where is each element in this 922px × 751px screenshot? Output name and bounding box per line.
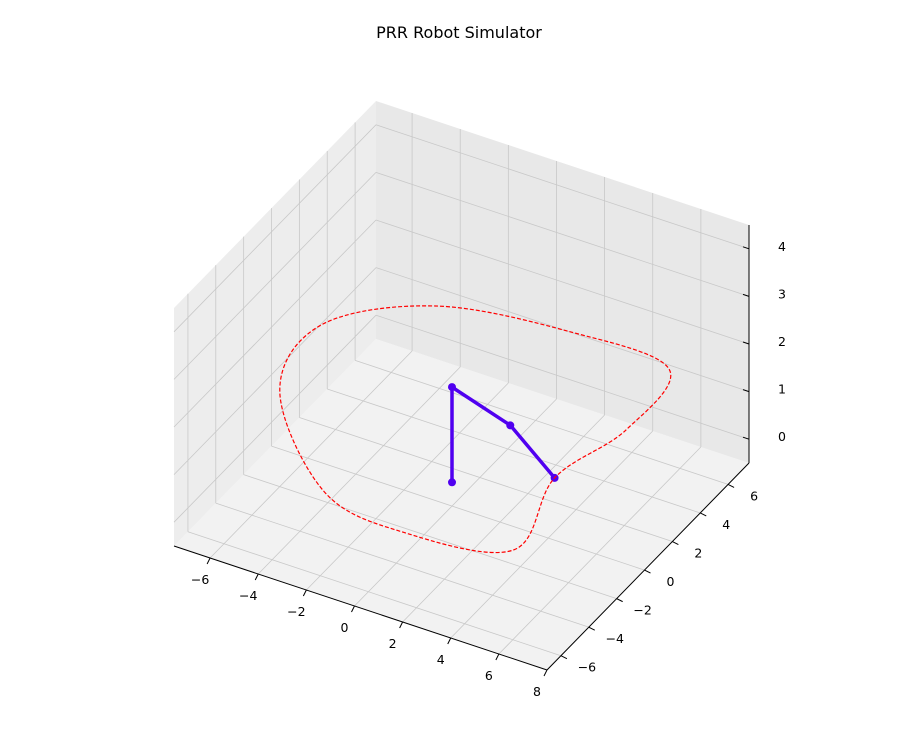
x-tick — [543, 669, 548, 677]
grid-line-x-floor — [354, 398, 557, 607]
grid-line-y-floor — [187, 531, 562, 657]
z-tick — [742, 246, 750, 250]
grid-line-y-floor — [354, 360, 729, 485]
robot-joint — [448, 383, 457, 392]
grid-line-z-back — [173, 219, 377, 428]
z-tick-label: 2 — [778, 334, 786, 349]
x-tick — [447, 637, 452, 645]
grid-line-y-floor — [215, 502, 589, 628]
tick-labels: −6 −4 −2 0 2 4 6 8 −6 −4 −2 0 2 4 6 0 1 2 3 4 — [191, 239, 786, 699]
grid-line-y-floor — [327, 388, 701, 514]
y-tick-label: 0 — [667, 574, 675, 589]
y-tick — [588, 626, 596, 631]
z-tick-label: 0 — [778, 429, 786, 444]
tick-marks — [206, 246, 750, 677]
y-tick-label: −4 — [606, 631, 624, 646]
grid-line-x-floor — [450, 430, 654, 639]
y-tick-label: 4 — [722, 517, 730, 532]
grid-line-x-floor — [402, 414, 605, 623]
z-tick — [742, 293, 750, 297]
y-tick — [644, 569, 651, 574]
grid-lines — [173, 113, 750, 671]
grid-line-x-floor — [498, 446, 702, 655]
x-tick-label: 8 — [533, 684, 541, 699]
plot-area — [279, 305, 672, 554]
y-tick — [727, 483, 735, 488]
y-tick — [560, 655, 568, 660]
y-axis-line — [546, 462, 750, 671]
grid-line-z-side — [375, 124, 750, 250]
z-tick-label: 4 — [778, 239, 786, 254]
z-tick — [742, 341, 750, 345]
y-tick — [700, 512, 707, 517]
grid-line-z-side — [375, 172, 750, 297]
robot-arm-links — [450, 385, 556, 483]
z-tick — [742, 389, 750, 393]
y-tick — [672, 541, 679, 545]
y-tick — [616, 598, 623, 603]
grid-line-z-back — [173, 267, 377, 475]
grid-line-z-back — [173, 172, 377, 380]
grid-line-z-back — [173, 314, 377, 523]
x-tick — [399, 621, 404, 629]
robot-joint — [448, 478, 457, 487]
x-tick-label: −2 — [287, 604, 305, 619]
y-tick-label: 6 — [750, 488, 758, 503]
grid-line-z-side — [375, 314, 750, 440]
z-tick — [742, 436, 750, 440]
grid-line-x-floor — [257, 366, 461, 575]
z-tick-label: 1 — [778, 382, 786, 397]
x-tick — [206, 557, 211, 565]
grid-line-z-back — [173, 124, 377, 333]
x-tick-label: 4 — [437, 652, 445, 667]
x-axis-line — [173, 545, 548, 671]
trajectory-line — [279, 305, 672, 554]
z-tick-label: 3 — [778, 286, 786, 301]
x-tick-label: −4 — [239, 588, 257, 603]
grid-line-y-floor — [299, 417, 673, 542]
x-tick-label: −6 — [191, 572, 209, 587]
x-tick — [254, 573, 259, 581]
chart-title: PRR Robot Simulator — [376, 23, 542, 42]
grid-line-y-floor — [243, 474, 617, 600]
x-tick — [351, 605, 355, 613]
grid-line-y-floor — [271, 445, 645, 571]
y-tick-label: 2 — [694, 546, 702, 561]
grid-line-z-side — [375, 267, 750, 392]
grid-line-z-side — [375, 219, 750, 345]
floor-pane — [174, 339, 749, 670]
y-tick-label: −6 — [578, 660, 596, 675]
x-tick-label: 0 — [341, 620, 349, 635]
x-tick-label: 6 — [485, 668, 493, 683]
robot-joint — [506, 421, 515, 430]
x-tick-label: 2 — [389, 636, 397, 651]
y-tick-label: −2 — [633, 603, 651, 618]
x-tick — [495, 653, 500, 661]
x-tick — [302, 589, 307, 597]
grid-line-x-floor — [306, 382, 509, 591]
grid-line-x-floor — [209, 350, 413, 559]
